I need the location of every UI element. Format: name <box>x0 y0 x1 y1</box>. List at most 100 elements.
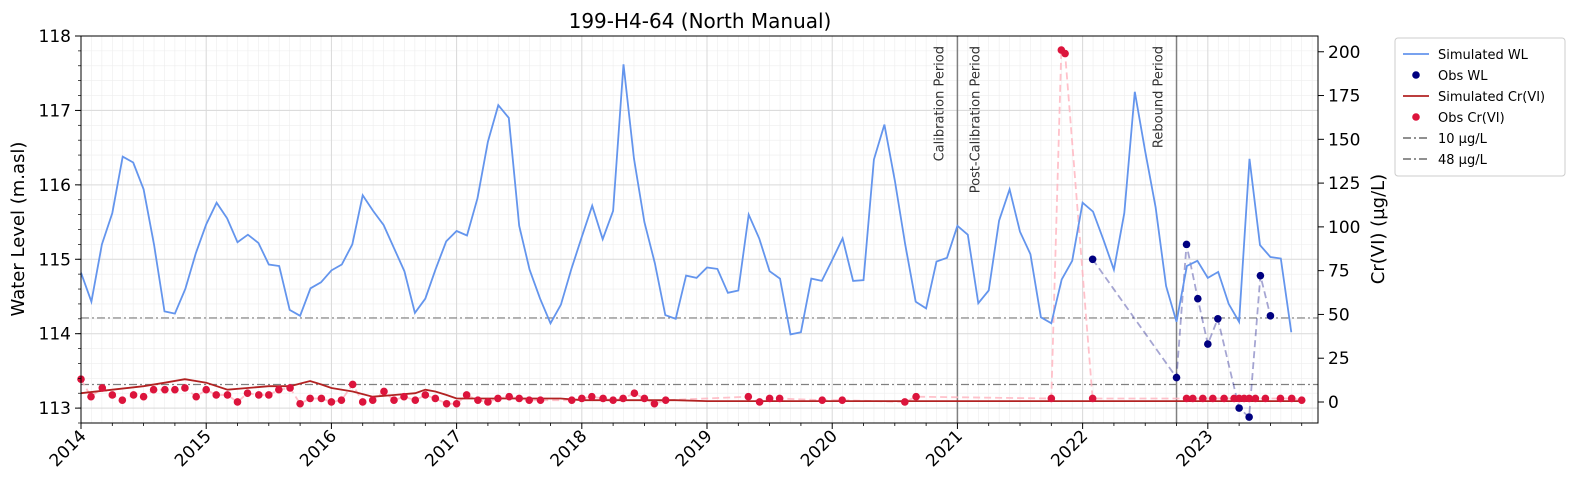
obs-cr-point <box>901 398 909 406</box>
y-tick-label: 115 <box>39 250 71 270</box>
obs-cr-point <box>775 394 784 403</box>
x-tick-label: 2020 <box>797 426 842 471</box>
obs-cr-point <box>431 394 440 403</box>
obs-cr-point <box>181 384 189 392</box>
period-label: Rebound Period <box>1152 46 1167 148</box>
obs-cr-point <box>202 385 211 394</box>
obs-wl-point <box>1088 255 1097 264</box>
legend-swatch <box>1412 71 1420 79</box>
obs-cr-point <box>1287 394 1296 403</box>
obs-cr-point <box>223 391 232 399</box>
obs-cr-point <box>912 392 920 401</box>
obs-cr-point <box>400 392 408 401</box>
obs-cr-point <box>161 385 169 394</box>
period-layer: Calibration Period Post-Calibration Perio… <box>932 36 1178 423</box>
obs-cr-point <box>1220 394 1228 403</box>
obs-wl-point <box>1245 413 1253 421</box>
period-label: Post-Calibration Period <box>968 46 983 193</box>
obs-cr-point <box>640 394 649 403</box>
y2-tick-label: 50 <box>1328 305 1350 325</box>
simulated-cr-line <box>80 378 1302 403</box>
y2-tick-label: 25 <box>1328 349 1350 369</box>
obs-cr-point <box>233 398 242 406</box>
legend-label: Simulated WL <box>1438 48 1529 63</box>
obs-wl-point <box>1266 312 1275 320</box>
obs-cr-point <box>296 399 304 408</box>
y2-tick-label: 75 <box>1328 262 1350 282</box>
x-tick-label: 2019 <box>672 426 717 471</box>
obs-cr-point <box>149 385 158 394</box>
obs-wl-point <box>1194 294 1202 303</box>
legend-swatch <box>1412 113 1420 121</box>
obs-cr-point <box>609 396 617 405</box>
obs-cr-point <box>536 396 545 405</box>
obs-wl-point <box>1172 373 1181 382</box>
obs-cr-point <box>505 392 513 401</box>
obs-cr-point <box>462 391 471 399</box>
obs-cr-point <box>1245 394 1253 403</box>
obs-cr-point <box>306 394 314 403</box>
obs-cr-point <box>1297 396 1306 405</box>
x-tick-label: 2014 <box>46 426 91 471</box>
grid-layer <box>80 35 1318 424</box>
obs-cr-point <box>661 396 670 405</box>
x-tick-label: 2022 <box>1047 426 1092 471</box>
obs-cr-point <box>588 392 596 401</box>
obs-cr-point <box>368 396 377 405</box>
legend-box <box>1394 37 1566 177</box>
y2-tick-label: 200 <box>1328 43 1360 63</box>
obs-cr-point <box>87 392 95 401</box>
obs-wl-point <box>1235 404 1243 412</box>
obs-cr-point <box>1047 394 1056 403</box>
obs-cr-point <box>1261 394 1270 403</box>
obs-cr-point <box>380 387 388 396</box>
legend-label: 10 µg/L <box>1438 132 1488 147</box>
x-tick-label: 2018 <box>547 426 592 471</box>
obs-cr-point <box>1276 394 1285 403</box>
y2-tick-label: 0 <box>1328 393 1339 413</box>
obs-wl-point <box>1256 271 1265 280</box>
obs-cr-point <box>327 398 336 406</box>
obs-cr-point <box>744 392 753 401</box>
obs-cr-point <box>358 398 367 406</box>
obs-cr-point <box>98 384 107 392</box>
x-tick-label: 2023 <box>1173 426 1218 471</box>
legend-label: Simulated Cr(VI) <box>1438 90 1545 105</box>
y2-tick-label: 125 <box>1328 174 1360 194</box>
obs-wl-connector-line <box>1091 244 1272 419</box>
obs-cr-point <box>484 398 492 406</box>
y-tick-label: 116 <box>39 176 71 196</box>
obs-cr-point <box>1251 394 1260 403</box>
obs-cr-point <box>818 396 826 405</box>
obs-cr-point <box>337 396 346 405</box>
obs-cr-point <box>567 396 576 405</box>
obs-cr-point <box>421 391 430 399</box>
simulated-wl-line <box>80 64 1293 336</box>
obs-cr-point <box>139 392 148 401</box>
y-tick-label: 114 <box>39 325 71 345</box>
obs-cr-point <box>1061 49 1069 58</box>
obs-cr-point <box>630 389 639 398</box>
obs-cr-point <box>452 399 461 408</box>
obs-cr-point <box>765 394 774 403</box>
legend-label: Obs Cr(VI) <box>1438 111 1505 126</box>
y2-tick-label: 100 <box>1328 218 1360 238</box>
legend-label: 48 µg/L <box>1438 153 1488 168</box>
legend-label: Obs WL <box>1438 69 1488 84</box>
obs-cr-point <box>1209 394 1217 403</box>
obs-cr-point <box>515 394 524 403</box>
obs-cr-point <box>1088 394 1097 403</box>
obs-cr-point <box>474 396 482 405</box>
obs-cr-point <box>348 380 357 389</box>
y2-axis-label: Cr(VI) (µg/L) <box>1368 174 1389 284</box>
obs-cr-point <box>275 385 283 394</box>
obs-cr-point <box>317 394 326 403</box>
obs-cr-point <box>838 396 847 405</box>
y-tick-label: 117 <box>39 101 71 121</box>
obs-cr-point <box>118 396 127 405</box>
obs-cr-point <box>578 394 586 403</box>
obs-cr-point <box>411 396 420 405</box>
obs-cr-point <box>755 398 764 406</box>
